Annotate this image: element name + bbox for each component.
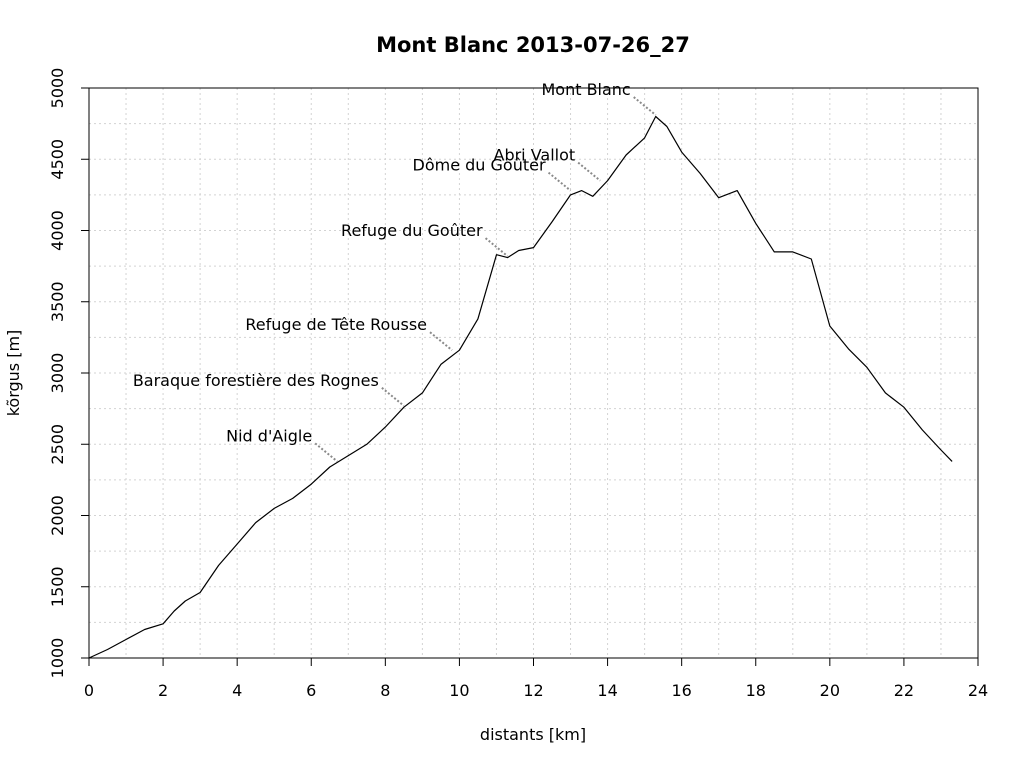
y-tick-label: 3000: [48, 353, 67, 394]
y-tick-label: 1500: [48, 566, 67, 607]
x-tick-label: 14: [597, 681, 617, 700]
annotation: Mont Blanc: [541, 80, 657, 116]
annotation-label: Dôme du Goûter: [413, 156, 546, 175]
x-tick-label: 12: [523, 681, 543, 700]
elevation-line: [88, 115, 953, 659]
x-tick-label: 2: [158, 681, 168, 700]
y-tick-label: 3500: [48, 281, 67, 322]
x-tick-label: 20: [820, 681, 840, 700]
annotation-leader: [314, 442, 338, 463]
annotation-leader: [547, 171, 572, 192]
annotation-label: Refuge de Tête Rousse: [245, 315, 427, 334]
y-tick-label: 4500: [48, 139, 67, 180]
annotation: Dôme du Goûter: [413, 156, 572, 192]
chart-title: Mont Blanc 2013-07-26_27: [376, 33, 690, 57]
x-axis-label: distants [km]: [480, 725, 586, 744]
y-axis-label: kõrgus [m]: [4, 330, 23, 417]
annotation: Nid d'Aigle: [226, 426, 338, 463]
y-tick-label: 2500: [48, 424, 67, 465]
x-axis: 0 2 4 6 8 10 12 14 16 18 20 22 24: [84, 658, 988, 700]
annotation-leader: [484, 237, 509, 257]
y-tick-label: 5000: [48, 68, 67, 109]
annotation-leader: [381, 387, 405, 407]
x-tick-label: 22: [894, 681, 914, 700]
annotation-label: Refuge du Goûter: [341, 221, 483, 240]
y-tick-label: 4000: [48, 210, 67, 251]
annotation-leader: [633, 96, 657, 116]
x-tick-label: 24: [968, 681, 988, 700]
x-tick-label: 6: [306, 681, 316, 700]
annotation: Abri Vallot: [494, 146, 601, 182]
x-tick-label: 0: [84, 681, 94, 700]
annotation-label: Mont Blanc: [541, 80, 630, 99]
x-tick-label: 18: [746, 681, 766, 700]
annotation: Baraque forestière des Rognes: [133, 371, 405, 407]
x-tick-label: 8: [380, 681, 390, 700]
annotation-label: Abri Vallot: [494, 146, 576, 165]
annotation: Refuge du Goûter: [341, 221, 509, 257]
annotation-leader: [577, 161, 601, 182]
x-tick-label: 16: [671, 681, 691, 700]
y-tick-label: 1000: [48, 638, 67, 679]
annotation-leader: [429, 331, 453, 351]
y-tick-label: 2000: [48, 495, 67, 536]
x-tick-label: 4: [232, 681, 242, 700]
annotation: Refuge de Tête Rousse: [245, 315, 453, 351]
grid: [89, 88, 978, 658]
y-axis: 1000 1500 2000 2500 3000 3500 4000 4500 5000: [48, 68, 89, 679]
x-tick-label: 10: [449, 681, 469, 700]
annotation-label: Baraque forestière des Rognes: [133, 371, 379, 390]
annotation-label: Nid d'Aigle: [226, 426, 312, 445]
